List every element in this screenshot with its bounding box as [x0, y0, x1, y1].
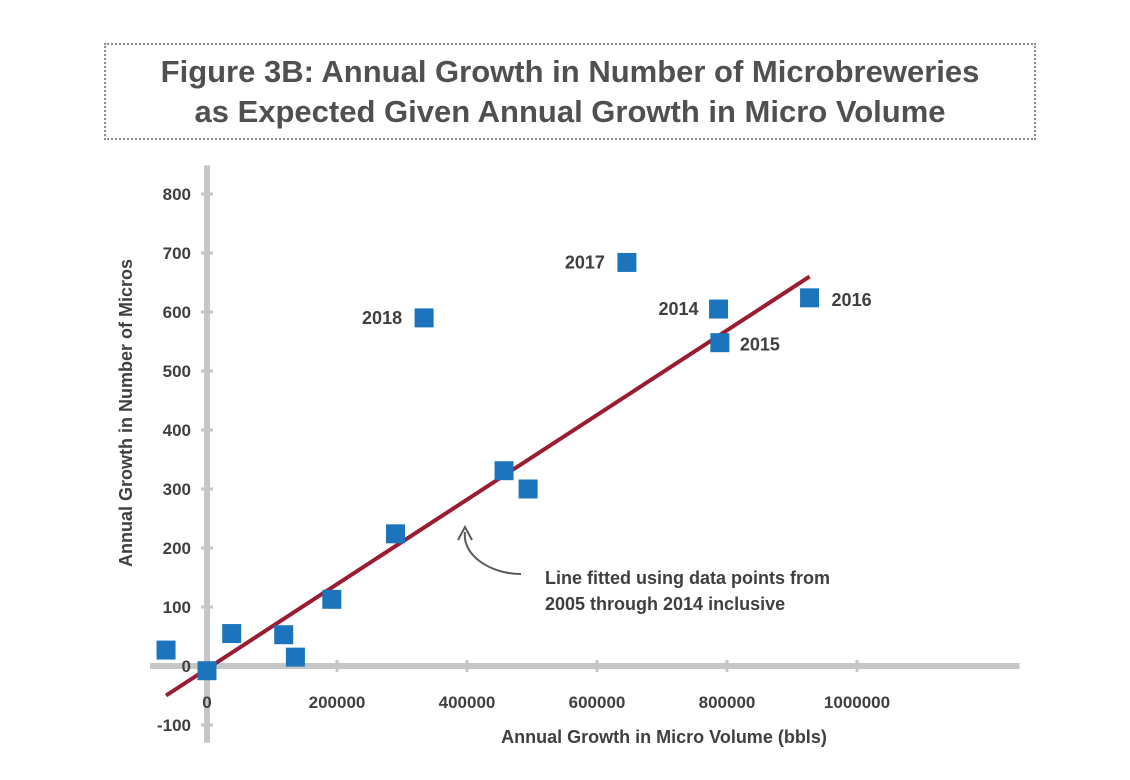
x-tick-label: 200000: [309, 693, 366, 712]
x-tick-label: 0: [202, 693, 211, 712]
data-point: [518, 479, 538, 499]
chart-title-line-1: Figure 3B: Annual Growth in Number of Mi…: [160, 53, 980, 89]
y-tick-label: 500: [163, 362, 191, 381]
annotation-line-1: Line fitted using data points from: [545, 568, 830, 588]
x-tick-label: 400000: [439, 693, 496, 712]
point-label-2016: 2016: [832, 290, 872, 310]
data-point: [386, 524, 405, 544]
x-tick-label: 1000000: [824, 693, 890, 712]
point-label-2018: 2018: [362, 308, 402, 328]
data-point: [710, 333, 730, 353]
data-point: [709, 299, 729, 319]
data-point: [322, 589, 342, 609]
y-tick-label: -100: [157, 716, 191, 735]
point-label-2017: 2017: [565, 252, 605, 272]
chart-title-line-2: as Expected Given Annual Growth in Micro…: [194, 93, 946, 129]
y-tick-label: 300: [163, 480, 191, 499]
x-tick-label: 600000: [569, 693, 626, 712]
annotation-arrow: [463, 531, 522, 575]
fit-line: [164, 274, 811, 698]
data-point: [800, 288, 820, 308]
point-label-2015: 2015: [740, 335, 780, 355]
data-point: [617, 252, 637, 272]
data-point: [222, 624, 242, 644]
annotation-line-2: 2005 through 2014 inclusive: [545, 594, 785, 614]
y-tick-label: 400: [163, 421, 191, 440]
y-tick-label: 200: [163, 539, 191, 558]
y-tick-label: 100: [163, 598, 191, 617]
data-point: [494, 461, 514, 481]
data-point: [274, 625, 294, 645]
y-axis-title: Annual Growth in Number of Micros: [116, 259, 136, 567]
point-label-2014: 2014: [659, 299, 699, 319]
annotation-arrowhead: [457, 524, 473, 541]
x-tick-label: 800000: [699, 693, 756, 712]
y-tick-label: 700: [163, 244, 191, 263]
data-point: [285, 647, 305, 667]
data-point: [156, 640, 176, 660]
data-point: [197, 661, 217, 681]
title-box: Figure 3B: Annual Growth in Number of Mi…: [104, 43, 1036, 140]
y-tick-label: 800: [163, 185, 191, 204]
data-point: [414, 308, 434, 328]
y-tick-label: 600: [163, 303, 191, 322]
y-tick-label: 0: [182, 657, 191, 676]
x-axis-title: Annual Growth in Micro Volume (bbls): [501, 727, 827, 747]
